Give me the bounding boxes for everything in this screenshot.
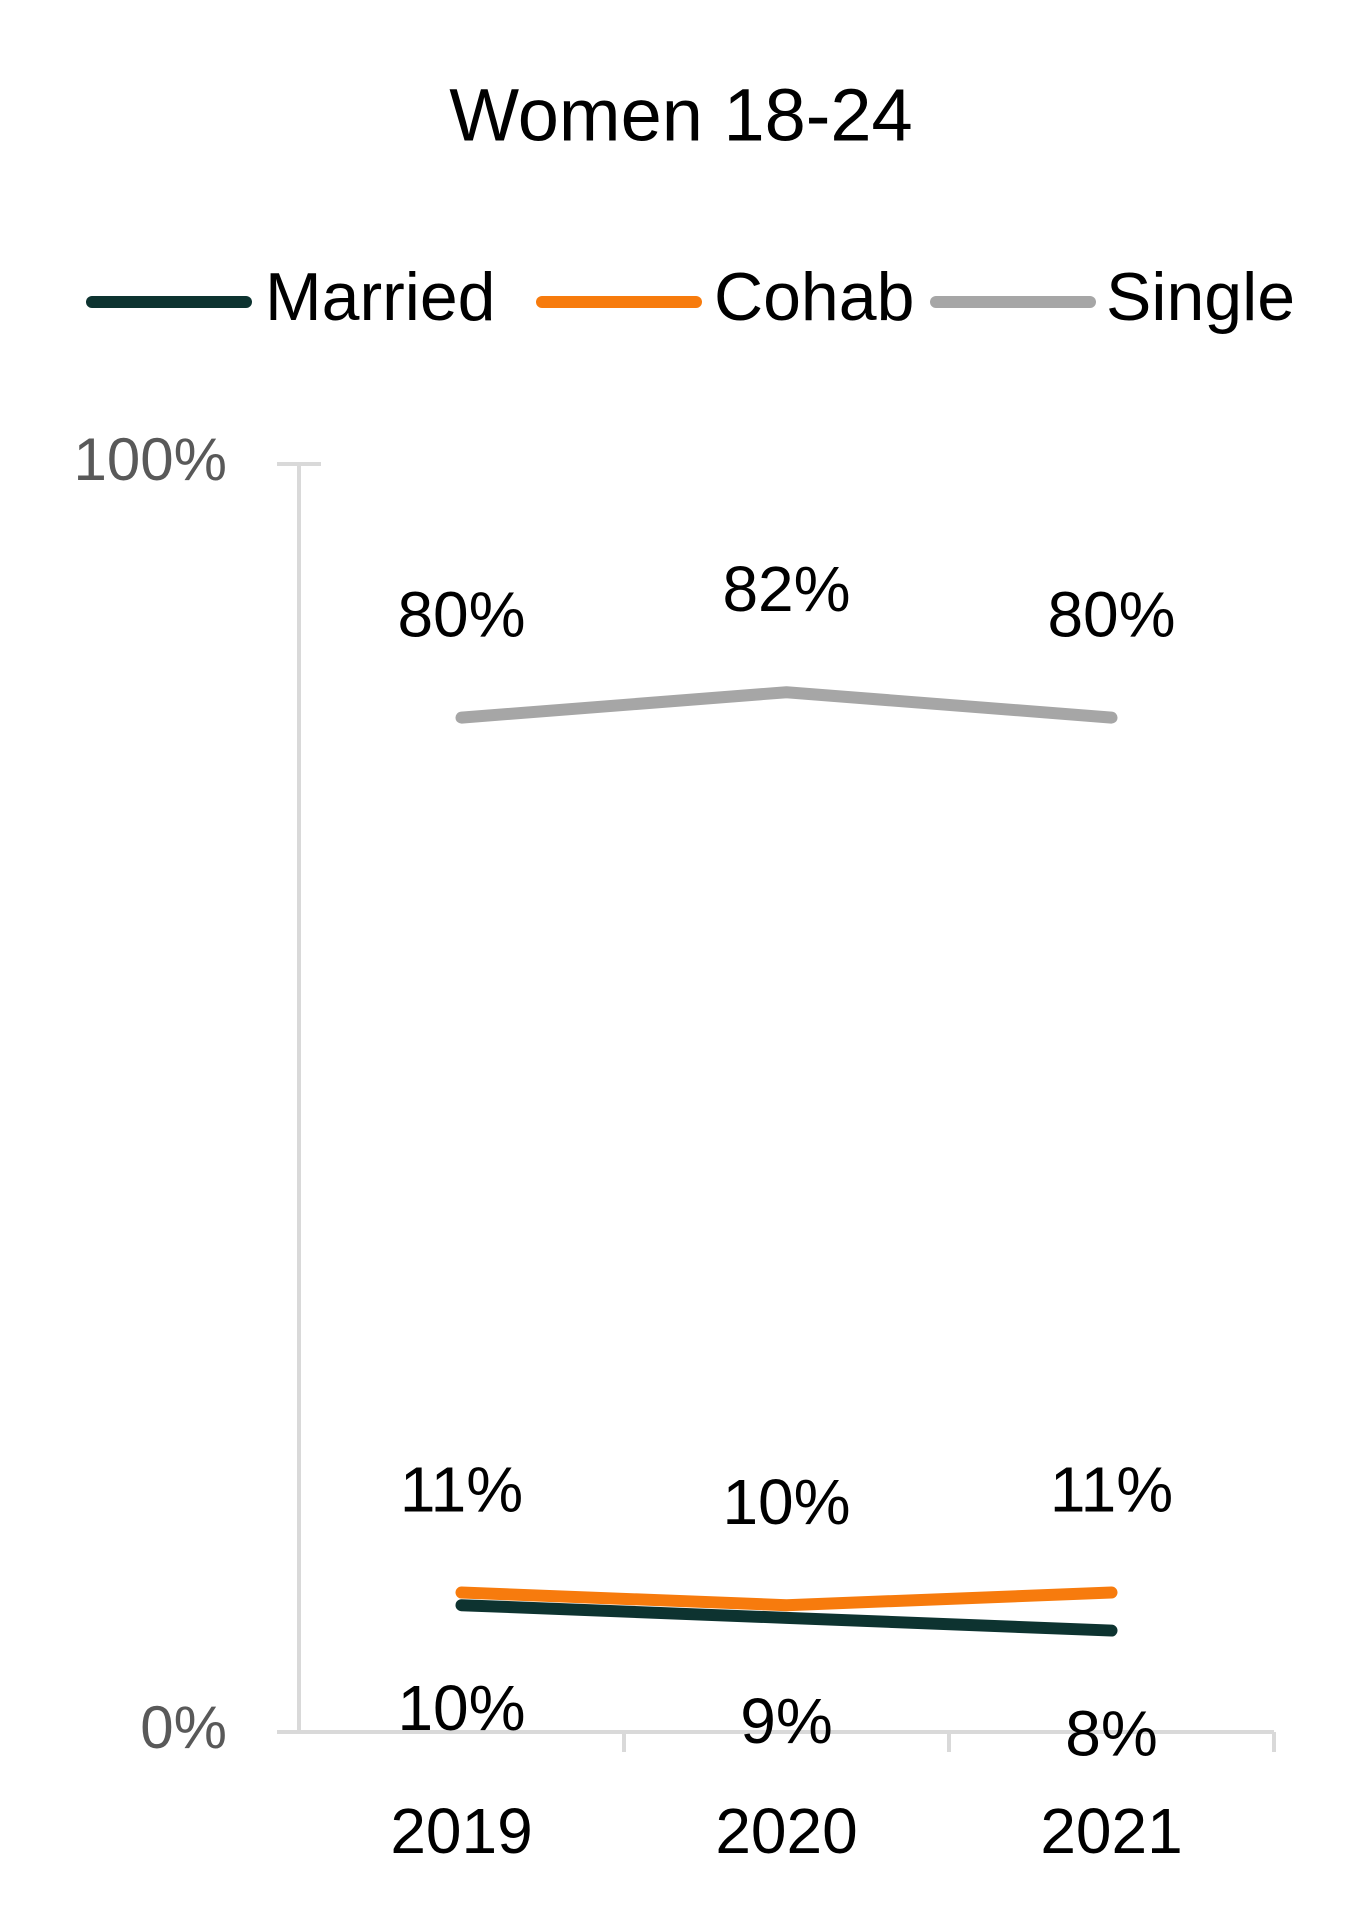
data-label: 82%	[722, 553, 850, 625]
legend-label: Single	[1106, 259, 1295, 335]
series-line	[455, 1599, 1118, 1637]
legend-label: Cohab	[714, 259, 914, 335]
x-tick-label: 2020	[715, 1795, 857, 1867]
data-label: 8%	[1065, 1697, 1158, 1769]
data-label: 80%	[1047, 579, 1175, 651]
x-tick-label: 2019	[390, 1795, 532, 1867]
chart-title: Women 18-24	[449, 74, 912, 157]
data-label: 10%	[397, 1672, 525, 1744]
series-line	[455, 1586, 1118, 1612]
y-tick-label: 100%	[74, 426, 227, 493]
x-tick-label: 2021	[1040, 1795, 1182, 1867]
data-label: 9%	[740, 1685, 833, 1757]
data-label: 11%	[400, 1453, 523, 1525]
data-label: 80%	[397, 579, 525, 651]
data-label: 11%	[1050, 1453, 1173, 1525]
series-line	[455, 686, 1118, 724]
y-tick-label: 0%	[140, 1694, 227, 1761]
data-label: 10%	[722, 1466, 850, 1538]
legend-label: Married	[265, 259, 496, 335]
